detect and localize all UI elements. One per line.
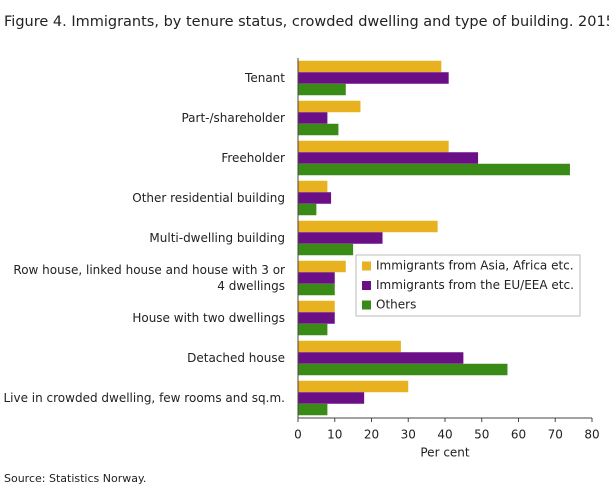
- x-tick-label: 10: [327, 428, 342, 442]
- legend-swatch: [362, 300, 371, 310]
- bar: [298, 323, 328, 336]
- x-tick-label: 60: [511, 428, 526, 442]
- x-tick-label: 70: [548, 428, 563, 442]
- bar: [298, 300, 335, 313]
- x-tick-label: 30: [401, 428, 416, 442]
- bar: [298, 60, 442, 73]
- bar: [298, 283, 335, 296]
- bar: [298, 403, 328, 416]
- x-tick-label: 80: [584, 428, 599, 442]
- category-label: Part-/shareholder: [181, 111, 285, 125]
- bar: [298, 243, 354, 256]
- category-label: Tenant: [245, 71, 285, 85]
- chart-title: Figure 4. Immigrants, by tenure status, …: [4, 14, 609, 30]
- bar: [298, 380, 409, 393]
- category-label: Other residential building: [132, 191, 285, 205]
- legend-swatch: [362, 261, 371, 271]
- bar: [298, 392, 365, 404]
- category-label: Live in crowded dwelling, few rooms and …: [3, 391, 285, 405]
- bar: [298, 192, 332, 204]
- bar: [298, 272, 335, 284]
- legend-label: Others: [376, 298, 416, 312]
- category-label: Freeholder: [221, 151, 285, 165]
- category-label: Row house, linked house and house with 3…: [13, 263, 285, 293]
- bar: [298, 363, 508, 376]
- bar: [298, 163, 570, 176]
- x-tick-label: 40: [437, 428, 452, 442]
- bar: [298, 83, 346, 96]
- source: Source: Statistics Norway.: [4, 472, 146, 485]
- legend-label: Immigrants from Asia, Africa etc.: [376, 259, 574, 273]
- legend-swatch: [362, 281, 371, 290]
- bar: [298, 352, 464, 364]
- bar: [298, 140, 449, 153]
- bar: [298, 152, 479, 164]
- x-tick-label: 50: [474, 428, 489, 442]
- category-label: House with two dwellings: [132, 311, 285, 325]
- bar: [298, 112, 328, 124]
- x-axis-label: Per cent: [420, 446, 470, 460]
- bar: [298, 180, 328, 193]
- bar: [298, 203, 317, 216]
- category-label: Multi-dwelling building: [149, 231, 285, 245]
- x-tick-label: 20: [364, 428, 379, 442]
- bar: [298, 100, 361, 113]
- bar: [298, 72, 449, 84]
- legend-label: Immigrants from the EU/EEA etc.: [376, 278, 574, 292]
- category-label: Detached house: [187, 351, 285, 365]
- bar: [298, 220, 438, 233]
- x-tick-label: 0: [294, 428, 302, 442]
- bar: [298, 123, 339, 136]
- bar: [298, 340, 401, 353]
- bar: [298, 312, 335, 324]
- bar: [298, 232, 383, 244]
- legend-box: [355, 254, 581, 317]
- bar: [298, 260, 346, 273]
